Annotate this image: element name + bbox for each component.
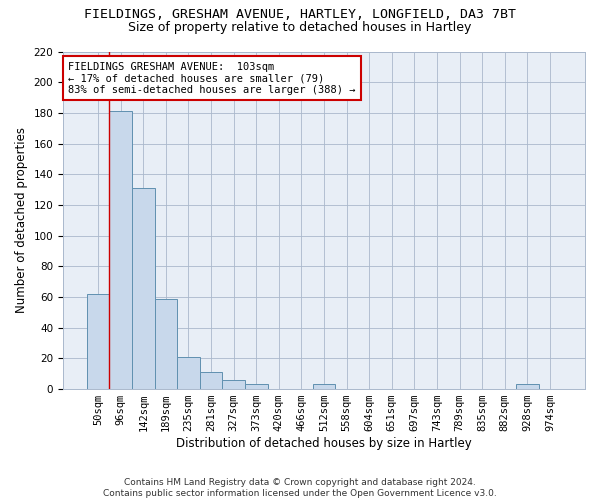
Text: FIELDINGS, GRESHAM AVENUE, HARTLEY, LONGFIELD, DA3 7BT: FIELDINGS, GRESHAM AVENUE, HARTLEY, LONG… — [84, 8, 516, 20]
Bar — [177, 357, 200, 389]
Text: FIELDINGS GRESHAM AVENUE:  103sqm
← 17% of detached houses are smaller (79)
83% : FIELDINGS GRESHAM AVENUE: 103sqm ← 17% o… — [68, 62, 356, 95]
Bar — [516, 384, 539, 389]
Y-axis label: Number of detached properties: Number of detached properties — [15, 128, 28, 314]
Bar — [223, 380, 245, 389]
Bar — [87, 294, 109, 389]
Bar — [155, 298, 177, 389]
Bar — [109, 112, 132, 389]
Bar — [313, 384, 335, 389]
Bar — [245, 384, 268, 389]
Text: Size of property relative to detached houses in Hartley: Size of property relative to detached ho… — [128, 21, 472, 34]
Bar — [132, 188, 155, 389]
Bar — [200, 372, 223, 389]
X-axis label: Distribution of detached houses by size in Hartley: Distribution of detached houses by size … — [176, 437, 472, 450]
Text: Contains HM Land Registry data © Crown copyright and database right 2024.
Contai: Contains HM Land Registry data © Crown c… — [103, 478, 497, 498]
